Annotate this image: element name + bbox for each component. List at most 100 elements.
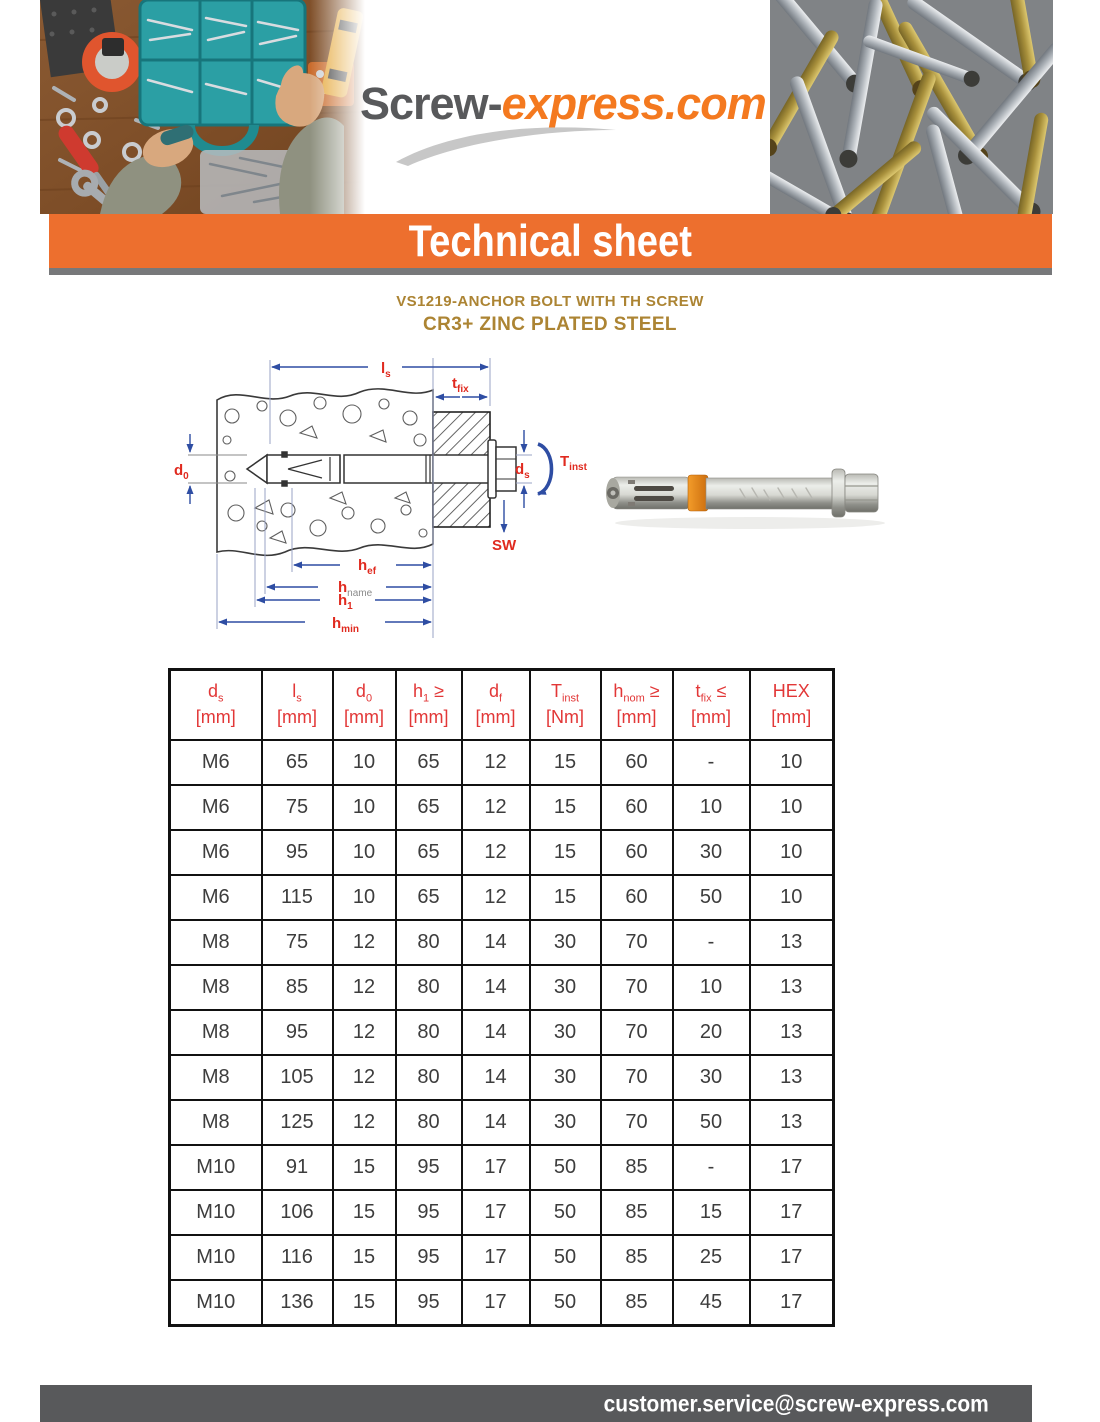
table-cell: 17 <box>748 1144 835 1191</box>
table-cell: 85 <box>599 1279 674 1327</box>
table-cell: 17 <box>460 1144 531 1191</box>
table-cell: 50 <box>528 1189 602 1236</box>
table-cell: 10 <box>748 874 835 921</box>
table-cell: 15 <box>331 1189 397 1236</box>
table-cell: 106 <box>260 1189 334 1236</box>
anchor-bolt-diagram: ls tfix d0 ds Tinst SW hef hname h1 hmin <box>174 358 588 638</box>
table-cell: 30 <box>528 964 602 1011</box>
table-cell: 12 <box>331 919 397 966</box>
table-cell: 70 <box>599 919 674 966</box>
table-cell: 60 <box>599 784 674 831</box>
col-header-tinst: Tinst [Nm] <box>528 668 602 741</box>
table-cell: M8 <box>168 1054 263 1101</box>
table-cell: 30 <box>671 829 751 876</box>
table-cell: 70 <box>599 1099 674 1146</box>
table-cell: 85 <box>599 1189 674 1236</box>
table-cell: 12 <box>331 1009 397 1056</box>
table-row: M10 136 15 95 17 50 85 45 17 <box>168 1279 835 1327</box>
table-cell: 12 <box>460 784 531 831</box>
table-cell: 14 <box>460 1099 531 1146</box>
table-cell: - <box>671 919 751 966</box>
table-cell: 65 <box>394 784 463 831</box>
table-row: M8 105 12 80 14 30 70 30 13 <box>168 1054 835 1101</box>
banner-title: Technical sheet <box>408 216 693 266</box>
table-cell: 125 <box>260 1099 334 1146</box>
table-cell: 115 <box>260 874 334 921</box>
table-cell: 14 <box>460 1054 531 1101</box>
table-row: M10 91 15 95 17 50 85-17 <box>168 1144 835 1191</box>
table-cell: 10 <box>671 784 751 831</box>
table-cell: 30 <box>528 919 602 966</box>
table-cell: 85 <box>599 1144 674 1191</box>
table-cell: 80 <box>394 1009 463 1056</box>
table-cell: 95 <box>394 1279 463 1327</box>
table-cell: M10 <box>168 1144 263 1191</box>
table-cell: 85 <box>599 1234 674 1281</box>
table-cell: 91 <box>260 1144 334 1191</box>
dim-label-ls: ls <box>381 360 391 380</box>
table-cell: 20 <box>671 1009 751 1056</box>
table-cell: 30 <box>528 1054 602 1101</box>
table-cell: M8 <box>168 1009 263 1056</box>
site-logo: Screw-express.com <box>360 78 767 130</box>
table-cell: 17 <box>748 1234 835 1281</box>
table-cell: 10 <box>671 964 751 1011</box>
table-cell: 60 <box>599 874 674 921</box>
table-cell: 75 <box>260 784 334 831</box>
dim-label-h1: h1 <box>338 592 353 612</box>
workbench-photo-graphic <box>40 0 365 214</box>
table-cell: 12 <box>460 829 531 876</box>
banner-underline <box>49 268 1052 275</box>
table-cell: 65 <box>394 739 463 786</box>
table-cell: 30 <box>671 1054 751 1101</box>
table-cell: M8 <box>168 919 263 966</box>
dim-label-hname: hname <box>338 579 373 599</box>
table-cell: 75 <box>260 919 334 966</box>
table-cell: 60 <box>599 739 674 786</box>
logo-swoosh <box>396 127 616 166</box>
col-header-hex: HEX [mm] <box>748 668 835 741</box>
dim-label-hef: hef <box>358 557 377 577</box>
table-cell: 15 <box>528 874 602 921</box>
logo-part2: express.com <box>501 78 767 129</box>
table-cell: 17 <box>460 1234 531 1281</box>
table-cell: 17 <box>748 1189 835 1236</box>
table-cell: 25 <box>671 1234 751 1281</box>
table-row: M8 75 12 80 14 30 70-13 <box>168 919 835 966</box>
table-cell: 13 <box>748 964 835 1011</box>
table-cell: 95 <box>394 1189 463 1236</box>
table-row: M6 95 10 65 12 15 60 30 10 <box>168 829 835 876</box>
col-header-hnom: hnom ≥ [mm] <box>599 668 674 741</box>
table-cell: 10 <box>748 829 835 876</box>
table-cell: 10 <box>331 874 397 921</box>
table-cell: 10 <box>331 784 397 831</box>
screws-photo-graphic <box>770 0 1053 214</box>
table-cell: 12 <box>460 739 531 786</box>
table-cell: 14 <box>460 1009 531 1056</box>
table-cell: 12 <box>331 1099 397 1146</box>
col-header-d0: d0 [mm] <box>331 668 397 741</box>
table-cell: 80 <box>394 919 463 966</box>
spec-table-body: M6 65 10 65 12 15 60-10 M6 75 10 65 12 15 60 10 10 M6 95 1… <box>168 739 835 1327</box>
table-cell: 50 <box>671 1099 751 1146</box>
table-cell: 65 <box>260 739 334 786</box>
tape-measure <box>82 32 142 92</box>
col-header-tfix: tfix ≤ [mm] <box>671 668 751 741</box>
table-cell: 45 <box>671 1279 751 1327</box>
table-row: M8 85 12 80 14 30 70 10 13 <box>168 964 835 1011</box>
table-cell: 65 <box>394 829 463 876</box>
table-cell: 95 <box>260 1009 334 1056</box>
dim-label-sw: SW <box>492 537 517 554</box>
table-cell: 95 <box>394 1144 463 1191</box>
table-cell: M10 <box>168 1279 263 1327</box>
col-header-df: df [mm] <box>460 668 531 741</box>
table-cell: - <box>671 739 751 786</box>
table-cell: 50 <box>528 1144 602 1191</box>
table-cell: 15 <box>528 784 602 831</box>
table-cell: 13 <box>748 1009 835 1056</box>
dim-label-hmin: hmin <box>332 615 359 635</box>
table-cell: 15 <box>331 1144 397 1191</box>
footer-bar: customer.service@screw-express.com <box>40 1385 1032 1422</box>
table-cell: 50 <box>671 874 751 921</box>
